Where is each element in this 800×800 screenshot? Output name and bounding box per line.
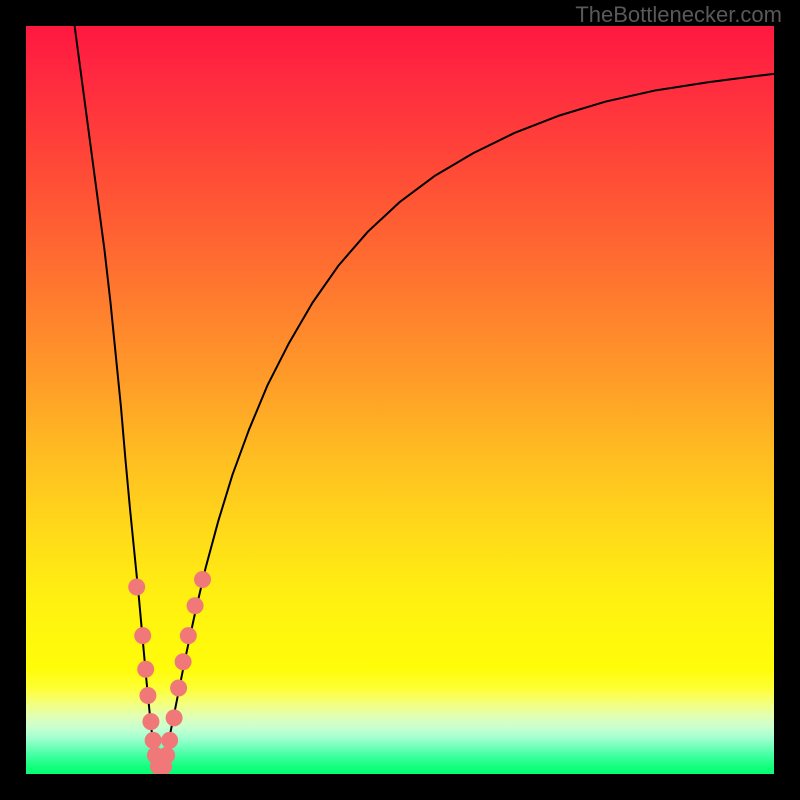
data-marker xyxy=(161,732,178,749)
data-marker xyxy=(142,713,159,730)
bottleneck-chart: TheBottlenecker.com xyxy=(0,0,800,800)
data-marker xyxy=(158,747,175,764)
data-marker xyxy=(166,709,183,726)
data-marker xyxy=(137,661,154,678)
data-marker xyxy=(180,627,197,644)
data-marker xyxy=(134,627,151,644)
plot-background xyxy=(26,26,774,774)
data-marker xyxy=(139,687,156,704)
data-marker xyxy=(194,571,211,588)
data-marker xyxy=(145,732,162,749)
data-marker xyxy=(128,579,145,596)
chart-svg: TheBottlenecker.com xyxy=(0,0,800,800)
data-marker xyxy=(175,653,192,670)
data-marker xyxy=(170,679,187,696)
data-marker xyxy=(187,597,204,614)
watermark-text: TheBottlenecker.com xyxy=(575,2,782,27)
